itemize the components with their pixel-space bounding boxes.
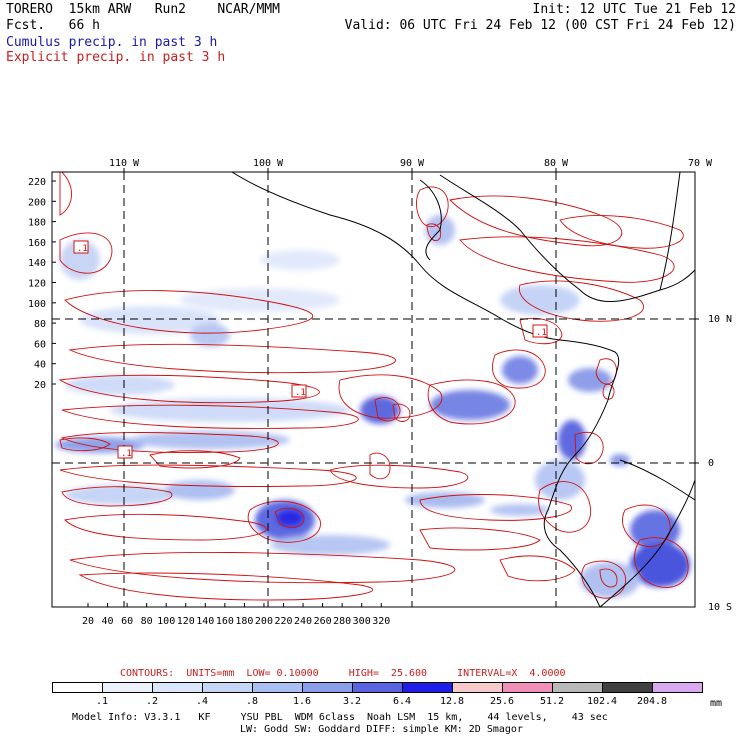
- colorbar-label: 6.4: [392, 696, 412, 707]
- y-tick-label: 80: [34, 319, 46, 330]
- lon-label: 110 W: [109, 158, 140, 169]
- coastlines: [231, 172, 695, 607]
- y-tick-label: 100: [28, 299, 46, 310]
- y-tick-label: 120: [28, 279, 46, 290]
- x-tick-label: 60: [121, 616, 133, 627]
- x-tick-label: 40: [102, 616, 114, 627]
- init-time: Init: 12 UTC Tue 21 Feb 12: [532, 2, 737, 17]
- colorbar-label: 12.8: [439, 696, 465, 707]
- y-tick-label: 140: [28, 258, 46, 269]
- x-tick-label: 180: [235, 616, 253, 627]
- y-tick-label: 180: [28, 218, 46, 229]
- x-tick-label: 280: [333, 616, 351, 627]
- y-tick-label: 20: [34, 380, 46, 391]
- lon-label: 90 W: [400, 158, 425, 169]
- low-marker-label: .1: [121, 449, 132, 459]
- latitude-labels: 10 N 0 10 S: [708, 314, 732, 613]
- colorbar-swatch: [552, 682, 603, 693]
- contours-caption: CONTOURS: UNITS=mm LOW= 0.10000 HIGH= 25…: [120, 668, 566, 679]
- y-tick-label: 160: [28, 238, 46, 249]
- x-tick-label: 260: [314, 616, 332, 627]
- x-axis: 20 40 60 80 100 120 140 160 180 200 220 240 260 280 30…: [82, 603, 390, 627]
- colorbar-label: .4: [195, 696, 209, 707]
- longitude-labels: 110 W 100 W 90 W 80 W 70 W: [109, 158, 713, 169]
- low-marker-label: .1: [536, 328, 547, 338]
- colorbar-swatch: [52, 682, 103, 693]
- low-marker-label: .1: [77, 244, 88, 254]
- lon-label: 70 W: [688, 158, 713, 169]
- lat-lon-grid: [52, 172, 695, 607]
- lon-label: 100 W: [253, 158, 284, 169]
- x-tick-label: 80: [141, 616, 153, 627]
- lat-label: 0: [708, 458, 714, 469]
- low-marker-label: .1: [295, 388, 306, 398]
- y-tick-label: 60: [34, 339, 46, 350]
- explicit-precip-contours: [58, 172, 689, 601]
- colorbar-label: .1: [95, 696, 109, 707]
- x-tick-label: 200: [255, 616, 273, 627]
- colorbar-swatch: [602, 682, 653, 693]
- colorbar-label: 51.2: [539, 696, 565, 707]
- colorbar-swatch: [202, 682, 253, 693]
- x-tick-label: 140: [196, 616, 214, 627]
- colorbar-swatch: [652, 682, 703, 693]
- x-tick-label: 160: [216, 616, 234, 627]
- x-tick-label: 20: [82, 616, 94, 627]
- colorbar-label: 204.8: [636, 696, 668, 707]
- y-tick-label: 200: [28, 197, 46, 208]
- colorbar-unit: mm: [709, 698, 723, 709]
- lon-label: 80 W: [544, 158, 569, 169]
- y-tick-label: 220: [28, 177, 46, 188]
- low-markers: .1 .1 .1 .1: [73, 240, 548, 459]
- colorbar-label: 102.4: [586, 696, 618, 707]
- colorbar-swatch: [452, 682, 503, 693]
- model-info-line1: Model Info: V3.3.1 KF YSU PBL WDM 6class…: [72, 712, 608, 723]
- y-axis: 220 200 180 160 140 120 100 80 60 40 20: [28, 177, 56, 391]
- x-tick-label: 100: [157, 616, 175, 627]
- colorbar-swatch: [252, 682, 303, 693]
- x-tick-label: 220: [274, 616, 292, 627]
- colorbar-swatch: [402, 682, 453, 693]
- colorbar-label: .8: [245, 696, 259, 707]
- map-frame: [51, 171, 696, 608]
- x-tick-label: 320: [372, 616, 390, 627]
- colorbar-swatch: [302, 682, 353, 693]
- valid-time: Valid: 06 UTC Fri 24 Feb 12 (00 CST Fri …: [344, 18, 736, 33]
- x-tick-label: 300: [353, 616, 371, 627]
- colorbar-swatch: [152, 682, 203, 693]
- colorbar-swatch: [352, 682, 403, 693]
- forecast-hour: Fcst. 66 h: [6, 18, 100, 33]
- explicit-precip-legend: Explicit precip. in past 3 h: [6, 50, 226, 65]
- model-info-line2: LW: Godd SW: Goddard DIFF: simple KM: 2D…: [240, 724, 523, 735]
- colorbar-swatch: [102, 682, 153, 693]
- y-tick-label: 40: [34, 360, 46, 371]
- colorbar-swatch: [502, 682, 553, 693]
- colorbar-label: 1.6: [292, 696, 312, 707]
- x-tick-label: 240: [294, 616, 312, 627]
- colorbar-label: 25.6: [489, 696, 515, 707]
- lat-label: 10 S: [708, 602, 732, 613]
- lat-label: 10 N: [708, 314, 732, 325]
- colorbar-label: 3.2: [342, 696, 362, 707]
- x-tick-label: 120: [177, 616, 195, 627]
- model-run-title: TORERO 15km ARW Run2 NCAR/MMM: [6, 2, 280, 17]
- cumulus-precip-legend: Cumulus precip. in past 3 h: [6, 35, 218, 50]
- colorbar-label: .2: [145, 696, 159, 707]
